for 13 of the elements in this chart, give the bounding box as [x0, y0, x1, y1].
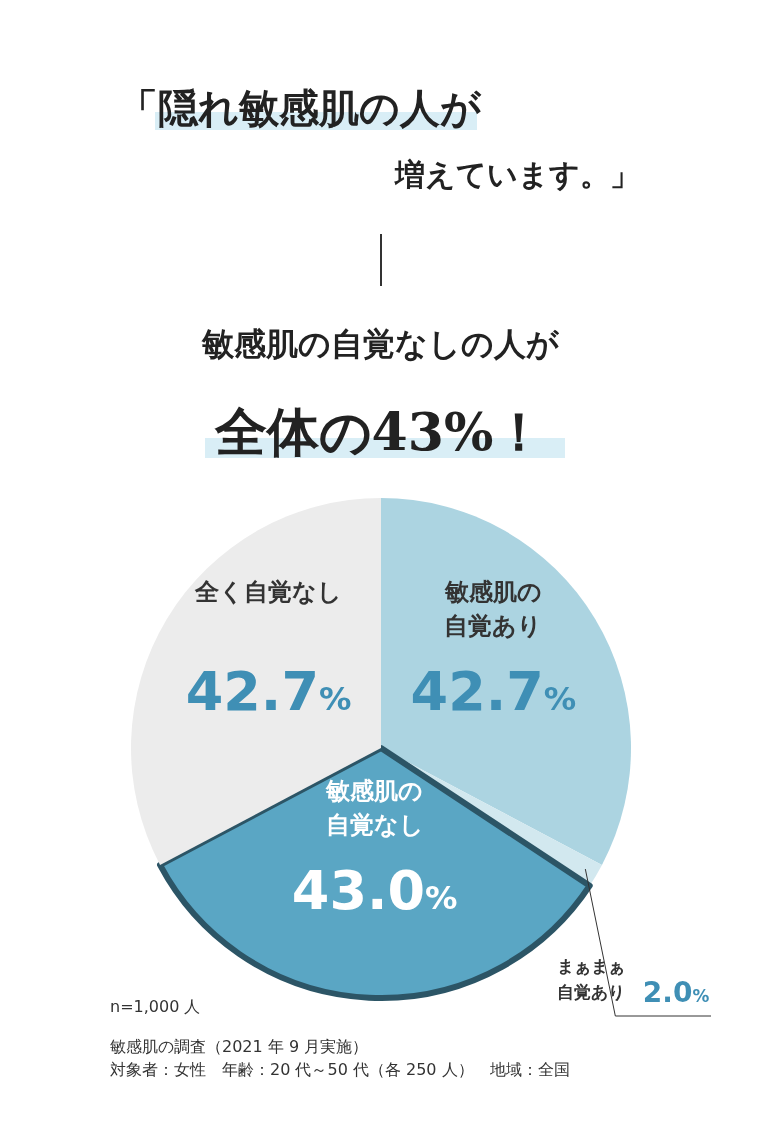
data-label: 2.0% [642, 976, 710, 1009]
slice-label: 全く自覚なし [194, 578, 343, 607]
chart-title: 「隠れ敏感肌の人が増えています。」 [118, 84, 640, 192]
text: 敏感肌の調査（2021 年 9 月実施） [110, 1037, 369, 1056]
chart-subtitle: 敏感肌の自覚なしの人が全体の43%！ [200, 325, 560, 462]
data-label: 43.0% [291, 859, 458, 923]
data-label: 42.7% [185, 660, 352, 724]
slice-label: まぁまぁ自覚あり [557, 956, 625, 1002]
text: n=1,000 人 [110, 997, 201, 1016]
slice-label: 敏感肌の自覚あり [443, 578, 543, 641]
text: 対象者：女性 年齢：20 代～50 代（各 250 人） 地域：全国 [110, 1060, 570, 1079]
data-label: 42.7% [410, 660, 577, 724]
slice-label: 敏感肌の自覚なし [325, 777, 424, 840]
